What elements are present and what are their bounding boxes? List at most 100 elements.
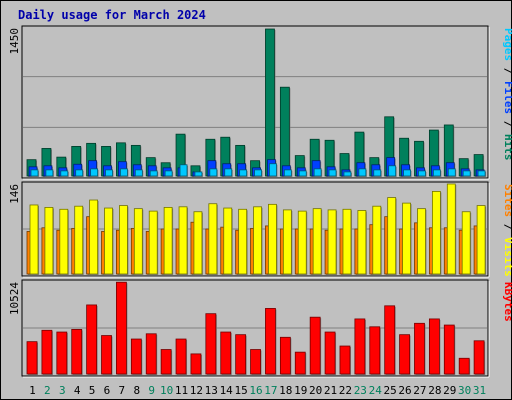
sites-bar xyxy=(327,209,337,275)
kbytes-bar xyxy=(265,308,276,375)
pages-bar xyxy=(462,170,471,177)
sites-bar xyxy=(119,205,128,275)
kbytes-bar xyxy=(26,341,38,375)
pages-bar xyxy=(388,165,397,177)
sites-bar xyxy=(312,208,322,275)
x-tick-label: 19 xyxy=(294,384,307,397)
kbytes-bar xyxy=(116,281,127,375)
kbytes-bar xyxy=(369,326,381,375)
kbytes-bar xyxy=(160,349,172,375)
sites-bar xyxy=(133,208,143,275)
sites-bar xyxy=(89,199,99,275)
pages-bar xyxy=(75,169,84,177)
sites-bar xyxy=(104,207,113,275)
pages-bar xyxy=(403,169,411,177)
pages-bar xyxy=(194,171,203,177)
pages-bar xyxy=(477,170,486,177)
pages-bar xyxy=(105,169,113,177)
x-tick-label: 29 xyxy=(443,384,456,397)
kbytes-bar xyxy=(428,318,440,375)
pages-bar xyxy=(343,171,352,177)
axis-legend: Sites / Visits xyxy=(502,184,512,277)
x-tick-label: 3 xyxy=(59,384,66,397)
pages-bar xyxy=(328,169,337,177)
x-tick-label: 23 xyxy=(354,384,367,397)
sites-bar xyxy=(417,208,426,275)
sites-bar xyxy=(297,210,307,275)
pages-bar xyxy=(283,169,292,177)
sites-bar xyxy=(268,203,277,275)
x-tick-label: 11 xyxy=(175,384,188,397)
kbytes-bar xyxy=(71,329,83,375)
pages-bar xyxy=(134,169,143,177)
pages-bar xyxy=(313,168,322,177)
x-tick-label: 28 xyxy=(428,384,441,397)
x-tick-label: 10 xyxy=(160,384,173,397)
kbytes-bar xyxy=(235,334,247,375)
kbytes-bar xyxy=(145,333,157,375)
panel-hits-files-pages xyxy=(21,25,489,179)
pages-bar xyxy=(179,164,188,177)
kbytes-bar xyxy=(443,324,455,375)
x-tick-label: 26 xyxy=(398,384,411,397)
pages-bar xyxy=(45,169,54,177)
pages-bar xyxy=(224,168,233,177)
sites-bar xyxy=(178,206,188,275)
kbytes-bar xyxy=(294,351,306,375)
pages-bar xyxy=(254,169,262,177)
pages-bar xyxy=(447,168,456,177)
kbytes-bar xyxy=(205,313,217,375)
sites-bar xyxy=(193,211,203,275)
x-tick-label: 13 xyxy=(205,384,218,397)
kbytes-bar xyxy=(309,316,321,375)
pages-bar xyxy=(120,168,128,177)
kbytes-bar xyxy=(101,335,112,375)
kbytes-bar xyxy=(473,340,485,375)
axis-legend: Pages / Files / Hits xyxy=(502,28,512,161)
sites-bar xyxy=(461,211,471,275)
x-tick-label: 30 xyxy=(458,384,471,397)
x-tick-label: 22 xyxy=(339,384,352,397)
pages-bar xyxy=(60,170,69,177)
x-tick-label: 14 xyxy=(220,384,234,397)
kbytes-bar xyxy=(414,322,425,375)
x-tick-label: 21 xyxy=(324,384,337,397)
sites-bar xyxy=(163,207,173,275)
x-tick-label: 18 xyxy=(279,384,292,397)
sites-bar xyxy=(208,203,218,275)
kbytes-bar xyxy=(175,338,187,375)
pages-bar xyxy=(418,170,426,177)
sites-bar xyxy=(357,210,367,275)
x-tick-label: 15 xyxy=(234,384,247,397)
kbytes-bar xyxy=(41,329,53,375)
x-tick-label: 25 xyxy=(384,384,397,397)
kbytes-bar xyxy=(339,345,351,375)
pages-bar xyxy=(373,169,382,177)
x-tick-label: 8 xyxy=(133,384,140,397)
kbytes-bar xyxy=(130,338,142,375)
x-tick-label: 7 xyxy=(119,384,126,397)
hits-bar xyxy=(265,28,275,177)
x-tick-label: 24 xyxy=(369,384,383,397)
sites-bar xyxy=(476,205,486,275)
x-tick-label: 27 xyxy=(413,384,426,397)
y-max-label: 146 xyxy=(8,184,21,204)
pages-bar xyxy=(269,163,277,177)
sites-bar xyxy=(402,202,411,275)
sites-bar xyxy=(446,183,456,275)
x-tick-label: 5 xyxy=(89,384,96,397)
y-max-label: 10524 xyxy=(8,282,21,315)
pages-bar xyxy=(239,169,248,177)
kbytes-bar xyxy=(56,331,68,375)
pages-bar xyxy=(432,169,441,177)
x-tick-label: 17 xyxy=(264,384,277,397)
kbytes-bar xyxy=(384,305,396,375)
x-tick-label: 6 xyxy=(104,384,111,397)
pages-bar xyxy=(30,169,39,177)
axis-legend: KBytes xyxy=(502,282,512,322)
pages-bar xyxy=(164,170,173,177)
kbytes-bar xyxy=(250,349,261,375)
kbytes-bar xyxy=(354,318,366,375)
pages-bar xyxy=(90,168,99,177)
